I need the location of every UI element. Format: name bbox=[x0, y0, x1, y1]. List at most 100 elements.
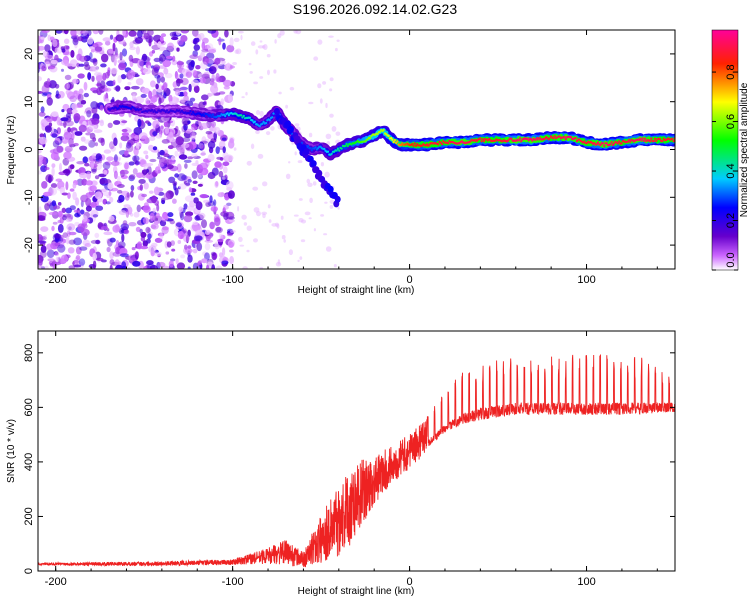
noise-blob bbox=[161, 85, 165, 90]
ridge-mark bbox=[650, 137, 653, 140]
noise-blob bbox=[152, 146, 158, 151]
noise-blob bbox=[213, 199, 217, 207]
noise-blob bbox=[155, 212, 160, 219]
noise-blob bbox=[174, 71, 178, 79]
noise-blob bbox=[255, 49, 259, 55]
noise-blob bbox=[82, 30, 88, 36]
ridge-mark bbox=[479, 137, 482, 140]
ridge-mark bbox=[644, 137, 647, 140]
noise-blob bbox=[99, 178, 106, 185]
noise-blob bbox=[71, 108, 78, 114]
noise-blob bbox=[294, 123, 300, 127]
noise-blob bbox=[106, 156, 114, 161]
noise-blob bbox=[159, 53, 166, 62]
noise-blob bbox=[68, 137, 74, 147]
noise-blob bbox=[65, 218, 73, 223]
ridge-mark bbox=[396, 140, 399, 143]
noise-blob bbox=[68, 231, 77, 236]
ridge-mark bbox=[627, 138, 631, 142]
noise-blob bbox=[43, 61, 52, 68]
ridge-mark bbox=[553, 135, 556, 138]
noise-blob bbox=[201, 48, 210, 53]
noise-blob bbox=[134, 37, 143, 44]
noise-blob bbox=[164, 127, 170, 134]
noise-blob bbox=[118, 62, 127, 71]
noise-blob bbox=[128, 128, 132, 133]
noise-blob bbox=[187, 266, 191, 269]
ridge-mark bbox=[596, 141, 600, 144]
noise-blob bbox=[131, 91, 138, 97]
noise-blob bbox=[124, 162, 129, 170]
noise-blob bbox=[113, 57, 117, 66]
noise-blob bbox=[274, 39, 277, 44]
noise-blob bbox=[40, 36, 45, 40]
noise-blob bbox=[183, 203, 188, 210]
ridge-mark bbox=[661, 139, 664, 143]
noise-blob bbox=[178, 206, 184, 213]
noise-blob bbox=[209, 221, 215, 230]
noise-blob bbox=[257, 45, 264, 49]
noise-blob bbox=[184, 163, 188, 169]
noise-blob bbox=[133, 127, 143, 135]
noise-blob bbox=[95, 75, 103, 82]
noise-blob bbox=[106, 194, 111, 199]
noise-blob bbox=[168, 131, 174, 141]
ridge-mark bbox=[548, 137, 551, 140]
noise-blob bbox=[72, 191, 77, 201]
noise-blob bbox=[200, 122, 209, 130]
noise-blob bbox=[176, 39, 184, 46]
noise-blob bbox=[60, 234, 64, 242]
noise-blob bbox=[180, 98, 186, 103]
noise-blob bbox=[51, 200, 57, 207]
noise-blob bbox=[262, 213, 266, 219]
noise-blob bbox=[177, 173, 187, 182]
noise-blob bbox=[191, 79, 200, 87]
y-tick-label: 0 bbox=[23, 568, 35, 574]
noise-blob bbox=[175, 222, 182, 227]
colorbar-tick-label: 0.0 bbox=[725, 252, 737, 267]
noise-blob bbox=[128, 161, 135, 166]
noise-blob bbox=[61, 207, 66, 213]
x-tick-label: -100 bbox=[222, 274, 244, 286]
noise-blob bbox=[76, 53, 82, 61]
noise-blob bbox=[46, 116, 54, 123]
ridge-mark bbox=[345, 142, 348, 146]
noise-blob bbox=[275, 222, 279, 227]
noise-blob bbox=[268, 219, 272, 223]
noise-blob bbox=[192, 248, 198, 254]
noise-blob bbox=[41, 266, 46, 269]
y-tick-label: 200 bbox=[23, 507, 35, 525]
noise-blob bbox=[285, 173, 291, 180]
noise-blob bbox=[207, 140, 216, 149]
noise-blob bbox=[221, 260, 229, 265]
noise-blob bbox=[202, 101, 207, 106]
noise-blob bbox=[192, 30, 199, 37]
noise-blob bbox=[151, 49, 156, 54]
noise-blob bbox=[207, 154, 215, 162]
noise-blob bbox=[95, 205, 104, 211]
ridge-mark bbox=[335, 149, 338, 152]
noise-blob bbox=[122, 220, 128, 226]
noise-blob bbox=[50, 183, 58, 189]
noise-blob bbox=[178, 154, 188, 160]
noise-blob bbox=[60, 117, 69, 122]
noise-blob bbox=[125, 209, 130, 218]
noise-blob bbox=[121, 120, 128, 124]
noise-blob bbox=[215, 146, 220, 155]
noise-blob bbox=[118, 210, 127, 216]
noise-blob bbox=[187, 245, 192, 249]
noise-blob bbox=[86, 110, 92, 118]
ridge-mark bbox=[174, 110, 177, 114]
noise-blob bbox=[63, 120, 67, 128]
noise-blob bbox=[106, 228, 110, 232]
noise-blob bbox=[114, 259, 120, 266]
noise-blob bbox=[137, 30, 143, 39]
ridge-mark bbox=[531, 139, 534, 142]
noise-blob bbox=[193, 235, 203, 242]
noise-blob bbox=[187, 179, 192, 183]
noise-blob bbox=[54, 47, 59, 53]
noise-blob bbox=[147, 122, 152, 126]
noise-blob bbox=[139, 60, 145, 67]
noise-blob bbox=[142, 68, 152, 75]
